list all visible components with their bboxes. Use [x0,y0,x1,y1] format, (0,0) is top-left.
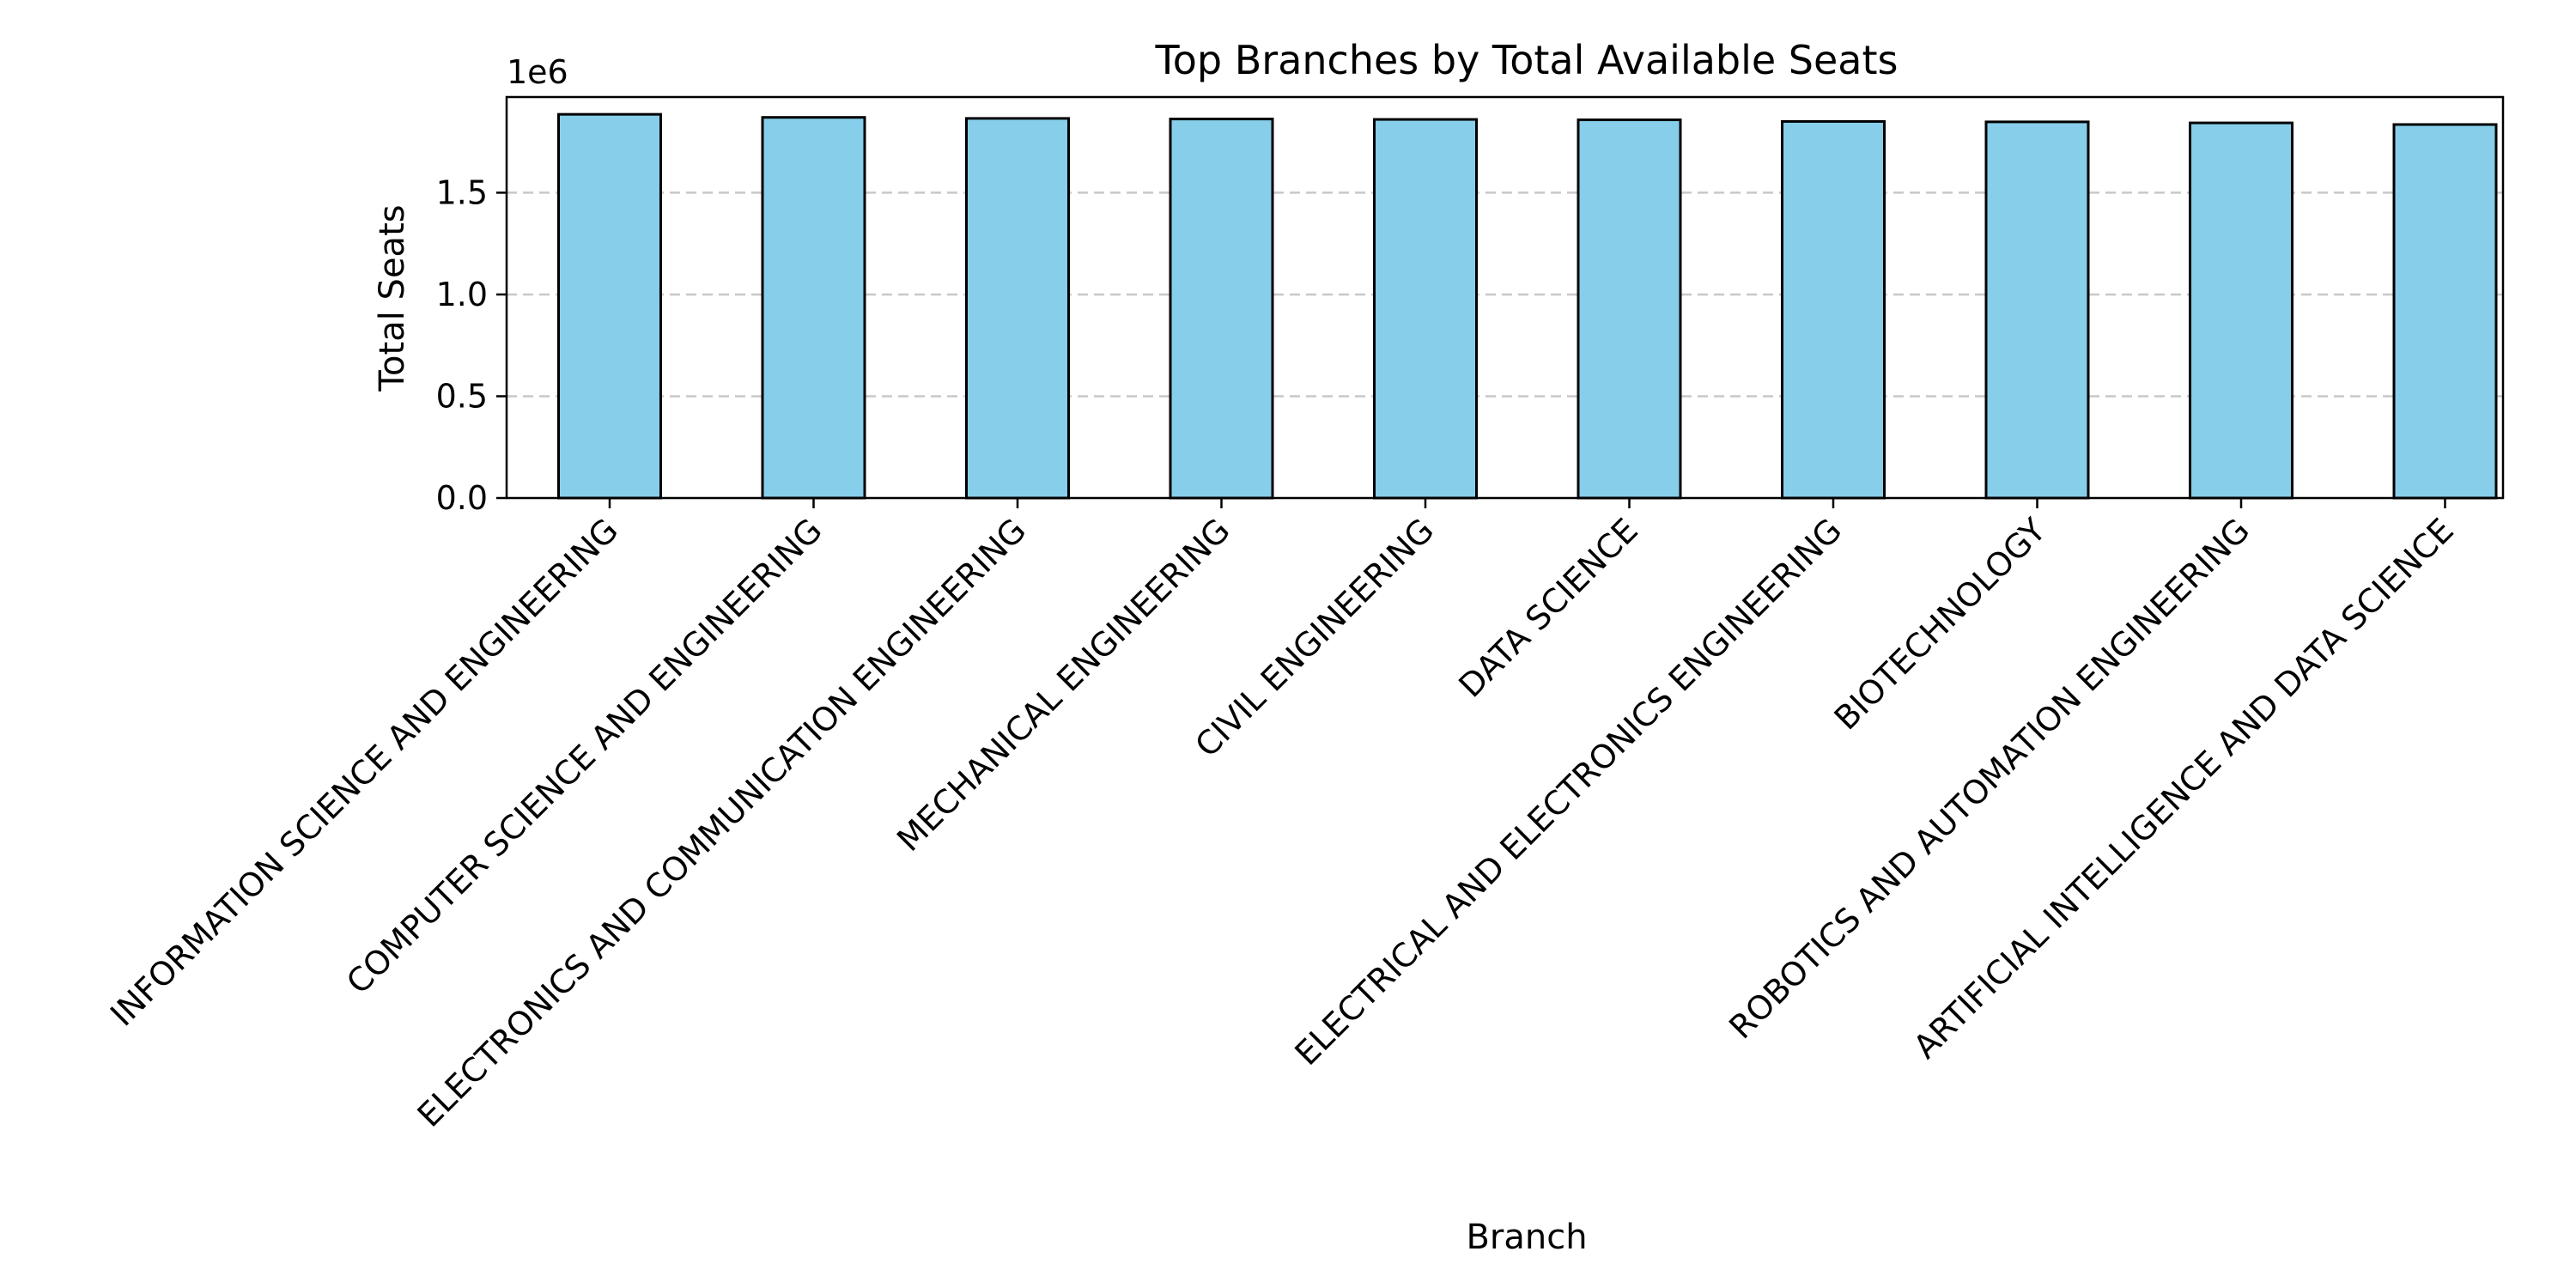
y-axis-label: Total Seats [373,204,412,392]
x-ticks: INFORMATION SCIENCE AND ENGINEERINGCOMPU… [103,498,2461,1134]
x-tick-label: BIOTECHNOLOGY [1827,511,2054,738]
y-ticks: 0.0 0.5 1.0 1.5 [436,173,507,517]
chart-title: Top Branches by Total Available Seats [1154,37,1898,83]
x-tick-label: COMPUTER SCIENCE AND ENGINEERING [339,511,829,1001]
bar [761,116,866,500]
y-tick-label: 0.5 [436,377,488,415]
x-axis-label: Branch [1466,1218,1587,1257]
bar [557,112,662,500]
y-tick-label: 1.0 [436,276,488,313]
y-offset-label: 1e6 [507,53,568,91]
x-tick-label: MECHANICAL ENGINEERING [890,511,1237,859]
bar [1577,118,1682,500]
x-tick-label: DATA SCIENCE [1451,511,1644,704]
y-tick-label: 1.5 [436,173,488,211]
plot-area-frame [505,95,2505,500]
bar [1781,119,1886,500]
bars [557,112,2498,500]
bar [1984,120,2090,500]
bar [1169,118,1274,500]
y-tick-label: 0.0 [436,479,488,517]
bar [965,117,1070,500]
bar [2189,121,2293,500]
bar [2392,123,2498,500]
bar [1373,118,1478,500]
